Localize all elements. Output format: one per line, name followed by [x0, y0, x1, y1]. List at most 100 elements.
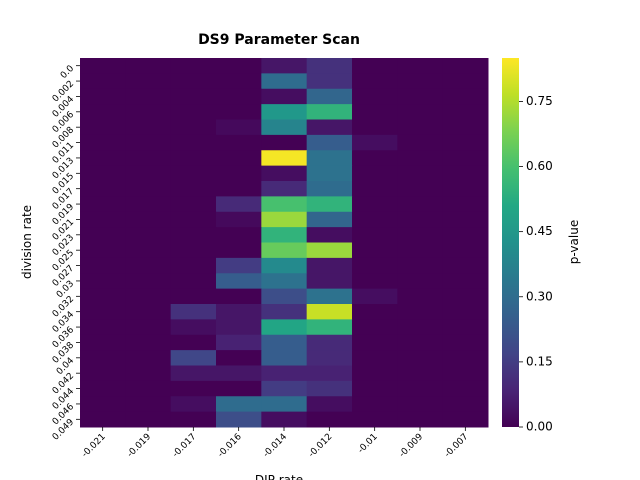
y-axis-label: division rate [20, 205, 34, 279]
colorbar-tick-label: 0.75 [526, 94, 553, 108]
heat-cell [306, 119, 353, 136]
heat-cell [261, 181, 308, 197]
heat-cell [170, 411, 217, 428]
heat-cell [261, 350, 308, 366]
heat-cell [397, 196, 444, 213]
heat-cell [397, 273, 444, 290]
heat-cell [216, 319, 262, 336]
x-axis-label: DIP rate [255, 473, 303, 480]
heat-cell [306, 165, 353, 182]
x-tick-label: -0.019 [126, 432, 154, 460]
heat-cell [306, 350, 353, 366]
heat-cell [306, 134, 353, 151]
heat-cell [352, 119, 398, 136]
heat-cell [397, 319, 444, 336]
heat-cell [352, 319, 398, 336]
heat-cell [442, 134, 489, 151]
heat-cell [442, 288, 489, 305]
heat-cell [306, 334, 353, 351]
heat-cell [442, 196, 489, 213]
heat-cell [442, 227, 489, 243]
heat-cell [261, 58, 308, 74]
heat-cell [306, 365, 353, 382]
heat-cell [216, 334, 262, 351]
heat-cell [125, 380, 172, 397]
heat-cell [125, 334, 172, 351]
x-tick-label: -0.016 [216, 432, 244, 460]
heat-cell [352, 396, 398, 413]
heat-cell [170, 150, 217, 167]
x-tick-label: -0.012 [307, 432, 335, 460]
heat-cell [397, 134, 444, 151]
heat-cell [80, 104, 126, 120]
heat-cell [80, 165, 126, 182]
heat-cell [125, 288, 172, 305]
heat-cell [261, 365, 308, 382]
heat-cell [442, 104, 489, 120]
x-tick-label: -0.014 [262, 432, 290, 460]
heat-cell [80, 380, 126, 397]
x-tick-label: -0.009 [398, 432, 426, 460]
heat-cell [216, 227, 262, 243]
heat-cell [306, 396, 353, 413]
y-tick-label: 0.0 [59, 64, 76, 81]
heat-cell [125, 350, 172, 366]
heat-cell [216, 181, 262, 197]
heat-cell [216, 134, 262, 151]
heat-cell [306, 150, 353, 167]
heat-cell [125, 227, 172, 243]
heat-cell [442, 242, 489, 259]
heat-cell [125, 150, 172, 167]
heat-cell [80, 365, 126, 382]
heat-cell [306, 304, 353, 320]
heat-cell [170, 58, 217, 74]
heat-cell [397, 104, 444, 120]
heat-cell [125, 165, 172, 182]
heat-cell [125, 242, 172, 259]
heat-cell [352, 211, 398, 228]
heat-cell [80, 227, 126, 243]
heat-cell [442, 350, 489, 366]
heat-cell [261, 73, 308, 90]
heat-cell [397, 411, 444, 428]
heat-cell [80, 134, 126, 151]
heat-cell [170, 181, 217, 197]
heat-cell [261, 88, 308, 105]
heat-cell [216, 165, 262, 182]
heat-cell [397, 181, 444, 197]
heat-cell [352, 104, 398, 120]
heat-cell [442, 319, 489, 336]
heat-cell [261, 211, 308, 228]
heat-cell [352, 273, 398, 290]
heat-cell [80, 396, 126, 413]
heat-cell [216, 365, 262, 382]
colorbar-label: p-value [567, 220, 581, 264]
heat-cell [216, 242, 262, 259]
heat-cell [80, 334, 126, 351]
heat-cell [170, 334, 217, 351]
heat-cell [397, 257, 444, 274]
heat-cell [306, 411, 353, 428]
colorbar-tick-label: 0.15 [526, 354, 553, 368]
heat-cell [261, 288, 308, 305]
heat-cell [216, 104, 262, 120]
heat-cell [125, 104, 172, 120]
heat-cell [170, 380, 217, 397]
heat-cell [125, 88, 172, 105]
heat-cell [261, 227, 308, 243]
heat-cell [170, 288, 217, 305]
heat-cell [352, 257, 398, 274]
heat-cell [306, 73, 353, 90]
heat-cell [306, 196, 353, 213]
heat-cell [442, 365, 489, 382]
heat-cell [261, 273, 308, 290]
heat-cell [216, 211, 262, 228]
heat-cell [352, 227, 398, 243]
heat-cell [170, 242, 217, 259]
heat-cell [216, 396, 262, 413]
heat-cell [306, 242, 353, 259]
heat-cell [170, 257, 217, 274]
heat-cell [80, 273, 126, 290]
heat-cell [80, 411, 126, 428]
